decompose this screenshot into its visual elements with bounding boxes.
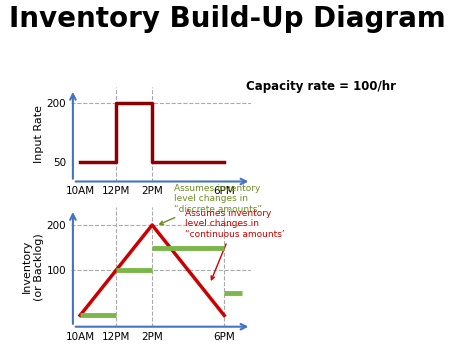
Text: Inventory Build-Up Diagram: Inventory Build-Up Diagram xyxy=(9,5,446,33)
Text: Assumes inventory
level changes in
“continuous amounts’: Assumes inventory level changes in “cont… xyxy=(184,209,284,280)
Text: Assumes inventory
level changes in
“discrete amounts”: Assumes inventory level changes in “disc… xyxy=(160,184,262,224)
Text: Capacity rate = 100/hr: Capacity rate = 100/hr xyxy=(246,80,396,93)
Y-axis label: Inventory
(or Backlog): Inventory (or Backlog) xyxy=(22,233,44,301)
Y-axis label: Input Rate: Input Rate xyxy=(34,105,44,163)
